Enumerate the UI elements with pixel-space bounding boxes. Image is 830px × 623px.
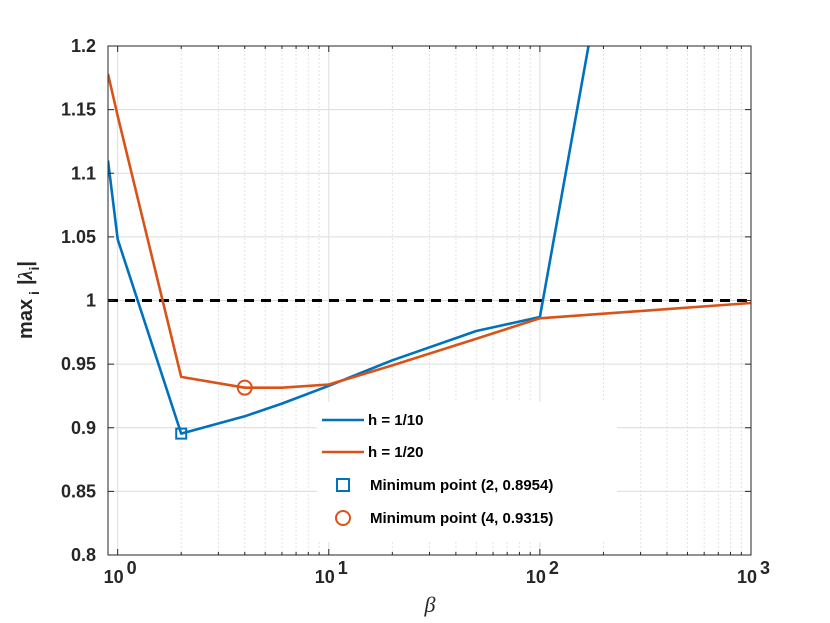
y-tick-label: 1	[86, 291, 96, 311]
x-tick-label: 10 2	[526, 558, 559, 587]
min-point-square-marker	[175, 427, 188, 440]
x-tick-labels: 10 0 10 1 10 2 10 3	[104, 558, 770, 587]
y-tick-label: 1.1	[71, 163, 96, 183]
y-tick-label: 1.05	[61, 227, 96, 247]
y-tick-label: 0.95	[61, 354, 96, 374]
y-tick-label: 1.15	[61, 100, 96, 120]
x-tick-label-base: 10	[315, 567, 335, 587]
min-point-circle-marker	[236, 379, 253, 396]
y-tick-label: 0.8	[71, 545, 96, 565]
x-tick-label-exponent: 1	[338, 558, 348, 578]
x-tick-label: 10 1	[315, 558, 348, 587]
legend-entry-label: Minimum point (2, 0.8954)	[370, 477, 553, 494]
legend-entry-label: h = 1/20	[368, 444, 423, 461]
legend-entry-label: h = 1/10	[368, 412, 423, 429]
x-axis-label: β	[424, 592, 436, 617]
y-tick-labels: 0.8 0.85 0.9 0.95 1 1.05 1.1 1.15 1.2	[61, 36, 96, 565]
legend-circle-swatch	[335, 510, 351, 526]
x-tick-label-exponent: 3	[760, 558, 770, 578]
x-tick-label-base: 10	[104, 567, 124, 587]
svg-text:maxi|λi|: maxi|λi|	[15, 261, 42, 339]
x-tick-label: 10 0	[104, 558, 137, 587]
y-tick-label: 0.85	[61, 481, 96, 501]
legend-box	[317, 402, 617, 542]
markers	[175, 379, 253, 440]
legend-square-swatch	[336, 478, 350, 492]
series-lines	[108, 46, 751, 435]
x-tick-label-base: 10	[737, 567, 757, 587]
legend-entry-label: Minimum point (4, 0.9315)	[370, 510, 553, 527]
x-tick-label-exponent: 0	[127, 558, 137, 578]
y-tick-label: 0.9	[71, 418, 96, 438]
x-tick-label-base: 10	[526, 567, 546, 587]
y-axis-label: maxi|λi|	[15, 261, 42, 339]
y-tick-label: 1.2	[71, 36, 96, 56]
legend: h = 1/10 h = 1/20 Minimum point (2, 0.8954…	[317, 402, 617, 542]
tick-marks	[108, 45, 752, 556]
series-line-1	[108, 46, 590, 435]
series-line-2	[108, 73, 751, 390]
x-tick-label-exponent: 2	[549, 558, 559, 578]
x-tick-label: 10 3	[737, 558, 770, 587]
